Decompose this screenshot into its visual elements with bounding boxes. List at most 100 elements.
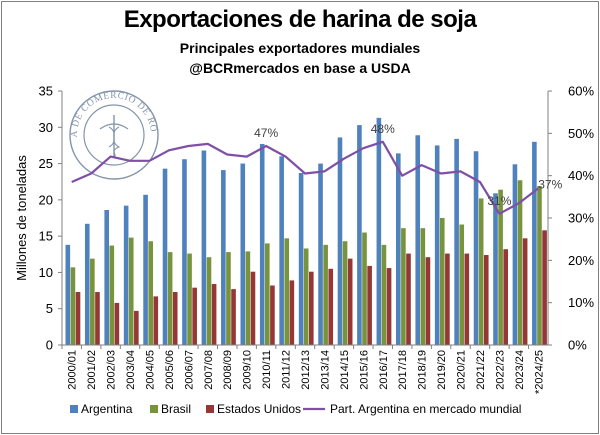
y-tick-label: 0 xyxy=(46,338,53,353)
x-tick-label: 2000/01 xyxy=(67,350,79,390)
y-axis-label: Millones de toneladas xyxy=(14,155,29,281)
bar-argentina xyxy=(123,205,129,345)
bar-brasil xyxy=(478,198,484,345)
axes-layer: 0 5 10 15 20 25 30 35 0% 10% 20% 30% 40% 50% 60% 2000/0… xyxy=(14,84,594,395)
legend: Argentina Brasil Estados Unidos Part. Argen… xyxy=(70,402,521,416)
legend-item: Estados Unidos xyxy=(206,402,301,416)
bar-argentina xyxy=(182,159,187,345)
x-tick-label: 2018/19 xyxy=(417,350,429,390)
bar-argentina xyxy=(337,137,343,345)
y-tick-label: 5 xyxy=(46,301,53,316)
bar-estados-unidos xyxy=(192,287,197,345)
legend-swatch xyxy=(150,405,158,413)
bar-estados-unidos xyxy=(522,238,528,345)
bar-argentina xyxy=(240,163,246,345)
y-tick-label: 30 xyxy=(39,120,53,135)
legend-item: Part. Argentina en mercado mundial xyxy=(303,402,521,416)
chart-source: @BCRmercados en base a USDA xyxy=(189,60,411,76)
legend-item: Brasil xyxy=(150,402,191,416)
bar-estados-unidos xyxy=(542,230,547,345)
bar-brasil xyxy=(498,189,503,345)
bar-argentina xyxy=(493,193,498,345)
x-tick-label: 2002/03 xyxy=(106,350,118,390)
legend-swatch xyxy=(70,405,78,413)
bar-brasil xyxy=(148,241,153,345)
x-tick-label: 2020/21 xyxy=(456,350,468,390)
bar-brasil xyxy=(128,237,134,345)
bar-argentina xyxy=(415,135,421,345)
x-tick-label: 2017/18 xyxy=(397,350,409,390)
seal-text: BOLSA DE COMERCIO DE ROSARIO xyxy=(0,0,158,138)
x-tick-label: 2012/13 xyxy=(300,350,312,390)
x-tick-label: 2005/06 xyxy=(164,350,176,390)
legend-label: Argentina xyxy=(81,402,133,416)
bar-estados-unidos xyxy=(231,289,236,345)
bar-brasil xyxy=(420,228,426,345)
y2-tick-label: 0% xyxy=(568,338,587,353)
bars-layer xyxy=(65,117,547,345)
x-tick-label: 2019/20 xyxy=(436,350,448,390)
bar-argentina xyxy=(221,170,226,345)
bar-estados-unidos xyxy=(406,253,411,345)
bar-estados-unidos xyxy=(134,310,139,345)
bar-estados-unidos xyxy=(309,271,314,345)
y-tick-label: 25 xyxy=(39,156,53,171)
bar-estados-unidos xyxy=(483,255,489,345)
y-tick-label: 35 xyxy=(39,84,53,99)
bar-brasil xyxy=(245,251,251,345)
share-data-label: 48% xyxy=(371,122,395,136)
share-line-layer xyxy=(71,140,539,215)
bar-brasil xyxy=(90,258,95,345)
bar-estados-unidos xyxy=(95,292,100,345)
bar-brasil xyxy=(206,257,212,345)
x-tick-label: 2004/05 xyxy=(144,350,156,390)
y-tick-label: 15 xyxy=(39,229,53,244)
bar-argentina xyxy=(84,223,90,345)
bar-estados-unidos xyxy=(114,302,120,345)
chart-subtitle: Principales exportadores mundiales xyxy=(179,40,421,56)
caduceus-snake-icon xyxy=(108,126,120,148)
seal-outer-ring xyxy=(69,90,159,180)
y-tick-label: 20 xyxy=(39,192,53,207)
bar-brasil xyxy=(109,245,115,345)
chart-title: Exportaciones de harina de soja xyxy=(123,6,477,33)
x-tick-label: 2006/07 xyxy=(183,350,195,390)
bar-estados-unidos xyxy=(425,257,431,345)
bar-brasil xyxy=(537,186,542,345)
x-tick-label: 2014/15 xyxy=(339,350,351,390)
x-tick-label: 2009/10 xyxy=(242,350,254,390)
bar-estados-unidos xyxy=(289,280,295,345)
bar-brasil xyxy=(517,180,523,345)
bar-argentina xyxy=(279,156,284,345)
bar-brasil xyxy=(401,228,406,345)
bar-argentina xyxy=(143,194,148,345)
bar-argentina xyxy=(259,143,265,345)
bar-brasil xyxy=(303,248,309,345)
bar-estados-unidos xyxy=(328,268,334,345)
legend-label: Part. Argentina en mercado mundial xyxy=(330,402,521,416)
bar-argentina xyxy=(434,145,440,345)
bar-estados-unidos xyxy=(464,253,470,345)
bar-brasil xyxy=(265,243,270,345)
y2-tick-label: 40% xyxy=(568,168,594,183)
y2-tick-label: 50% xyxy=(568,126,594,141)
bar-estados-unidos xyxy=(367,265,372,345)
bar-argentina xyxy=(396,153,401,345)
x-tick-label: 2015/16 xyxy=(358,350,370,390)
bar-estados-unidos xyxy=(75,292,81,345)
bar-brasil xyxy=(342,241,348,345)
bar-estados-unidos xyxy=(211,284,217,345)
y2-tick-label: 20% xyxy=(568,253,594,268)
bar-argentina xyxy=(512,164,518,345)
legend-item: Argentina xyxy=(70,402,133,416)
bar-brasil xyxy=(459,224,465,345)
y-tick-label: 10 xyxy=(39,265,53,280)
x-tick-label: 2016/17 xyxy=(378,350,390,390)
bar-argentina xyxy=(357,125,362,345)
x-tick-label: 2013/14 xyxy=(319,350,331,390)
bar-estados-unidos xyxy=(172,292,178,345)
bar-argentina xyxy=(454,138,459,345)
x-tick-label: 2023/24 xyxy=(514,350,526,390)
x-tick-label: 2022/23 xyxy=(494,350,506,390)
